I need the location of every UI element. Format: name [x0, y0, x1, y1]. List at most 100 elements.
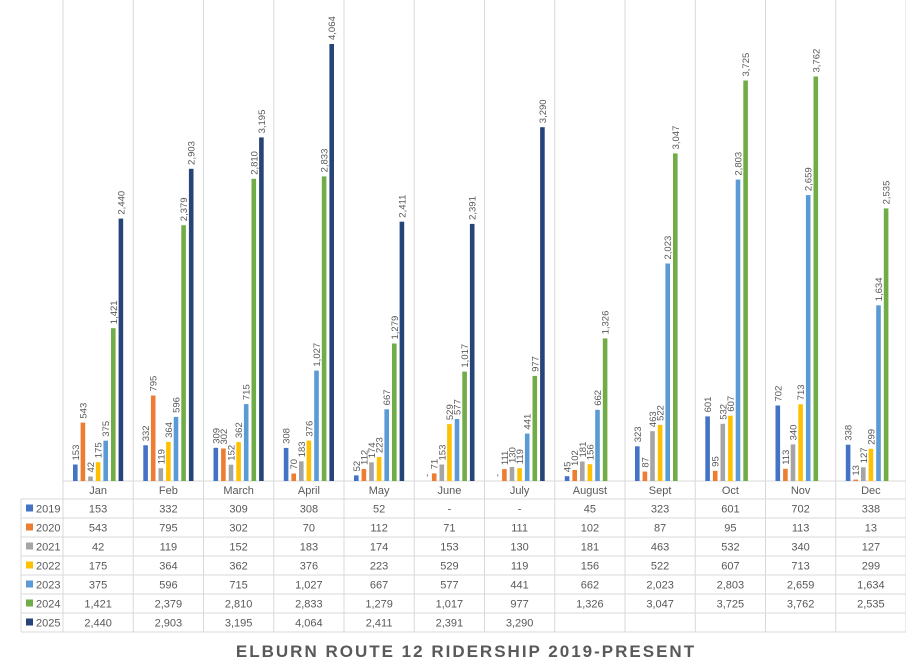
bar-2021-Jan: [88, 476, 93, 481]
data-label: 2,379: [179, 197, 190, 221]
table-cell: 376: [300, 561, 318, 573]
table-cell: -: [448, 504, 452, 516]
bar-2020-March: [221, 448, 226, 481]
bar-2019-March: [213, 447, 219, 481]
table-cell: 795: [159, 523, 177, 535]
bar-2021-Oct: [720, 423, 726, 481]
data-label: 1,027: [312, 343, 323, 367]
table-cell: 441: [510, 580, 528, 592]
category-label: April: [298, 485, 320, 497]
data-label: 70: [289, 459, 300, 470]
data-label: 977: [530, 356, 541, 372]
table-cell: 323: [651, 504, 669, 516]
data-label: 441: [523, 414, 534, 430]
bar-2024-May: [392, 343, 397, 481]
category-label: Feb: [159, 485, 178, 497]
table-cell: 543: [89, 523, 107, 535]
table-cell: 715: [229, 580, 247, 592]
data-label: 522: [656, 405, 667, 421]
data-label: 3,047: [671, 126, 682, 150]
table-cell: 183: [300, 542, 318, 554]
data-label: 795: [149, 376, 160, 392]
data-label: 112: [359, 450, 370, 465]
category-label: June: [437, 485, 461, 497]
table-cell: 340: [791, 542, 809, 554]
data-label: 308: [282, 428, 293, 444]
data-label: 338: [844, 425, 855, 441]
data-label: 87: [640, 457, 651, 468]
data-label: 299: [866, 429, 877, 445]
bar-2024-March: [251, 178, 257, 482]
data-label: 153: [71, 445, 82, 461]
table-cell: 71: [443, 523, 455, 535]
data-label: 1,017: [460, 344, 471, 368]
bar-2020-Oct: [712, 470, 718, 481]
bar-2023-Sept: [665, 263, 670, 481]
bar-2022-April: [306, 440, 312, 481]
bar-2021-Nov: [790, 444, 796, 481]
legend-swatch-2025: [26, 618, 33, 626]
bar-2021-July: [509, 467, 515, 481]
data-label: 223: [375, 437, 386, 453]
data-label: 302: [219, 429, 230, 445]
bar-2020-April: [291, 473, 296, 481]
bar-2022-March: [236, 442, 241, 481]
bar-2024-April: [321, 176, 327, 481]
bar-2020-July: [502, 469, 507, 481]
bar-2023-Feb: [173, 416, 179, 481]
data-label: 156: [585, 444, 596, 460]
data-label: 463: [648, 411, 659, 427]
data-label: 119: [156, 449, 167, 464]
data-label: 1,326: [601, 311, 612, 335]
category-label: August: [573, 485, 607, 497]
table-cell: 362: [229, 561, 247, 573]
legend-label-2022: 2022: [36, 561, 60, 573]
table-cell: 4,064: [295, 618, 323, 630]
table-cell: 156: [581, 561, 599, 573]
bar-2019-Jan: [73, 464, 78, 481]
table-cell: 2,023: [646, 580, 674, 592]
table-cell: 662: [581, 580, 599, 592]
legend-swatch-2019: [26, 504, 33, 512]
table-cell: 181: [581, 542, 599, 554]
bar-2019-April: [283, 447, 289, 481]
data-label: 362: [234, 422, 245, 438]
data-label: 2,810: [249, 151, 260, 175]
data-label: 607: [726, 396, 737, 412]
data-label: 543: [78, 403, 89, 419]
table-cell: 1,634: [857, 580, 885, 592]
data-label: 662: [593, 390, 604, 406]
table-cell: 3,195: [225, 618, 253, 630]
legend-swatch-2023: [26, 580, 33, 588]
bar-2024-Dec: [883, 208, 889, 481]
table-cell: 364: [159, 561, 177, 573]
bar-2019-Feb: [143, 445, 148, 481]
table-cell: 1,027: [295, 580, 323, 592]
data-label: 1,634: [874, 278, 885, 302]
legend-swatch-2021: [26, 542, 33, 550]
table-cell: 13: [865, 523, 877, 535]
bar-2022-Sept: [657, 424, 663, 481]
table-cell: 2,659: [787, 580, 815, 592]
data-label: 2,659: [804, 167, 815, 191]
bar-2025-Jan: [118, 218, 124, 481]
table-cell: 152: [229, 542, 247, 554]
category-label: Oct: [722, 485, 739, 497]
table-cell: 70: [303, 523, 315, 535]
table-cell: 2,379: [155, 599, 183, 611]
legend-label-2024: 2024: [36, 599, 60, 611]
bar-2023-May: [384, 409, 389, 481]
data-label: 3,290: [538, 99, 549, 123]
data-label: 715: [242, 384, 253, 400]
bar-2021-April: [299, 461, 304, 481]
legend-label-2020: 2020: [36, 523, 60, 535]
data-label: 13: [851, 465, 862, 476]
data-label: 3,195: [257, 110, 268, 134]
table-cell: 2,440: [84, 618, 112, 630]
bar-2025-July: [540, 127, 545, 481]
category-label: March: [223, 485, 254, 497]
legend-label-2023: 2023: [36, 580, 60, 592]
table-cell: 52: [373, 504, 385, 516]
data-label: 577: [453, 399, 464, 415]
table-cell: 111: [511, 523, 528, 535]
